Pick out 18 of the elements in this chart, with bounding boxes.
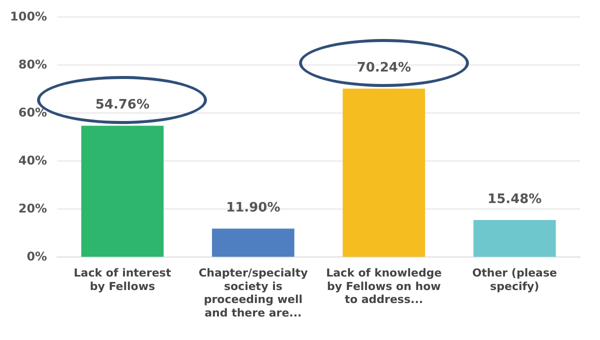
data-label: 54.76% — [95, 98, 150, 113]
bar — [81, 126, 164, 257]
x-tick-label: Other (please specify) — [472, 266, 557, 293]
data-label: 11.90% — [226, 200, 280, 216]
y-tick-label: 60% — [18, 105, 48, 120]
y-tick-label: 20% — [18, 201, 48, 216]
y-tick-label: 0% — [26, 249, 48, 264]
data-label: 15.48% — [488, 192, 542, 207]
y-tick-label: 100% — [10, 9, 48, 24]
bar — [473, 220, 556, 257]
x-tick-label: Chapter/specialty society is proceeding well and there are... — [198, 266, 308, 320]
y-tick-label: 40% — [18, 153, 48, 168]
bar — [342, 88, 426, 257]
x-tick-label: Lack of knowledge by Fellows on how to address... — [326, 266, 442, 306]
bar — [212, 228, 294, 257]
data-label: 70.24% — [356, 60, 411, 76]
x-tick-label: Lack of interest by Fellows — [74, 266, 172, 293]
y-tick-label: 80% — [18, 57, 48, 72]
